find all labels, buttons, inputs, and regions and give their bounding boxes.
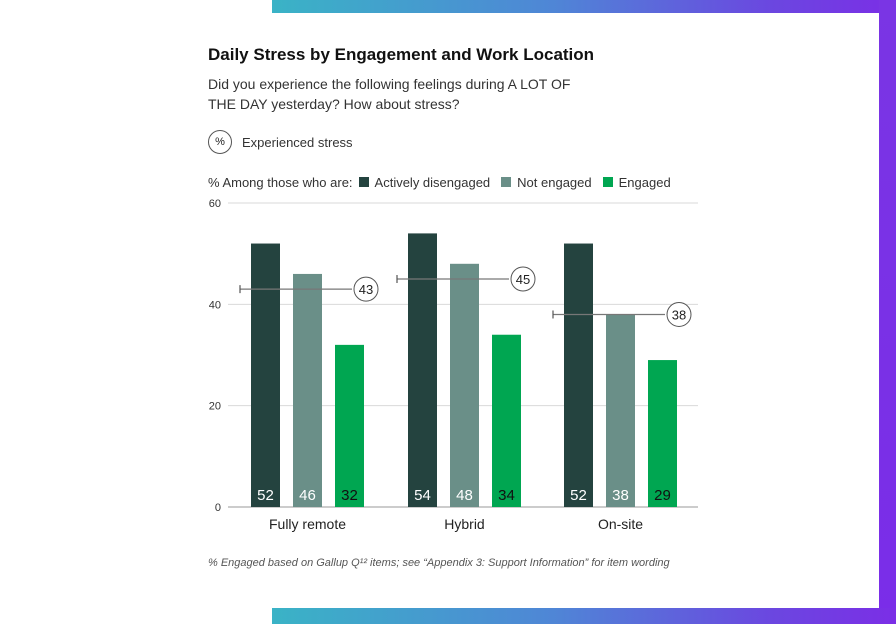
legend-swatch [358,177,369,187]
bar-value-label: 32 [341,487,358,504]
overall-value-label: 38 [672,307,686,322]
x-category-label: On-site [598,516,643,532]
legend-label: Not engaged [517,174,592,190]
legend-item-not-engaged: Not engaged [501,174,592,190]
bar-value-label: 38 [612,487,629,504]
bar [648,360,677,507]
bar [251,243,280,508]
overall-value-label: 43 [359,282,373,297]
x-category-label: Hybrid [444,516,484,532]
legend: % Among those who are: Actively disengag… [208,173,676,191]
legend-swatch [602,177,613,187]
chart-subtitle: Did you experience the following feeling… [208,76,571,112]
bar-value-label: 52 [257,487,274,504]
gradient-bar-bottom [272,608,896,624]
bar-value-label: 48 [456,487,473,504]
bar [606,314,635,507]
y-tick-label: 20 [209,401,221,413]
legend-label: Engaged [618,174,671,190]
gradient-bar-top [272,0,896,13]
bar [492,334,521,507]
percent-icon: % [208,130,232,154]
legend-label: Actively disengaged [374,174,491,190]
metric-label: Experienced stress [242,134,353,150]
gradient-bar-right [879,0,896,624]
legend-item-engaged: Engaged [602,174,671,190]
y-tick-label: 40 [209,299,221,311]
bar-value-label: 29 [654,487,671,504]
bar-value-label: 34 [498,487,515,504]
legend-item-actively-disengaged: Actively disengaged [358,174,491,190]
bar-value-label: 54 [414,487,431,504]
chart-title: Daily Stress by Engagement and Work Loca… [208,45,595,64]
bar [450,263,479,507]
x-category-label: Fully remote [269,516,346,532]
footnote: % Engaged based on Gallup Q¹² items; see… [208,557,670,569]
overall-value-label: 45 [516,272,530,287]
bar [293,273,322,507]
y-tick-label: 60 [209,198,221,210]
legend-prefix: % Among those who are: [208,174,353,190]
overall-marker-circle [353,276,379,302]
bar-value-label: 46 [299,487,316,504]
bar [335,344,364,507]
metric-indicator: % Experienced stress [208,129,353,155]
y-tick-label: 0 [215,502,221,514]
bar-value-label: 52 [570,487,587,504]
overall-marker-circle [510,266,536,292]
bar [408,233,437,507]
legend-swatch [501,177,512,187]
bar [564,243,593,508]
overall-marker-circle [666,301,692,327]
